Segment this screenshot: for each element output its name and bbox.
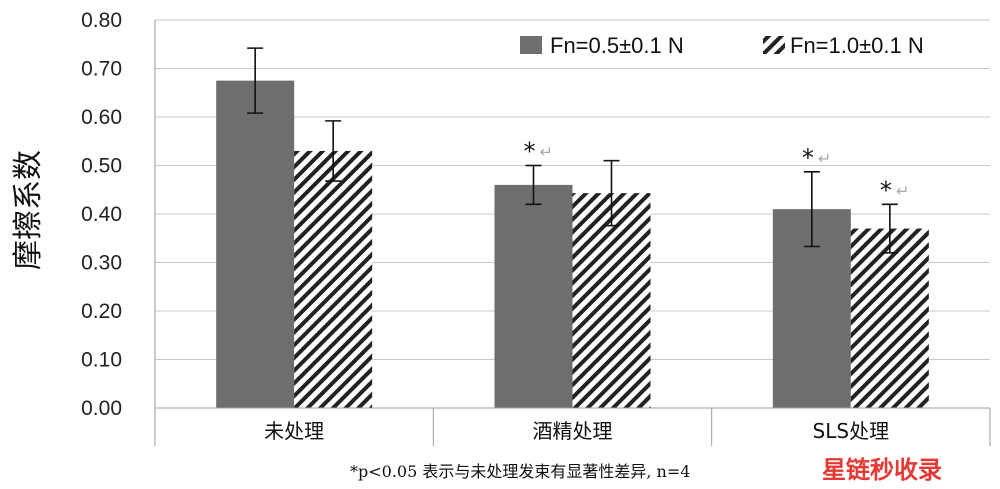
legend-swatch-series-2: [763, 36, 785, 54]
bars: [216, 80, 929, 408]
watermark-text: 星链秒收录: [822, 456, 942, 484]
significance-note: *p<0.05 表示与未处理发束有显著性差异, n=4: [350, 462, 690, 481]
return-glyph: ↵: [818, 149, 831, 168]
y-tick-label: 0.80: [81, 9, 122, 32]
significance-star: *: [524, 138, 536, 166]
error-bars: [247, 47, 898, 254]
axes: [154, 20, 991, 446]
x-category-label: SLS处理: [813, 419, 890, 443]
bar: [216, 80, 295, 408]
y-tick-label: 0.60: [81, 106, 122, 129]
legend: Fn=0.5±0.1 N Fn=1.0±0.1 N: [520, 33, 924, 58]
y-tick-label: 0.40: [81, 203, 122, 226]
y-tick-label: 0.00: [81, 397, 122, 420]
watermark: 星链秒收录: [800, 450, 1000, 489]
significance-marks: * ↵ * ↵* ↵: [524, 138, 910, 205]
return-glyph: ↵: [896, 181, 909, 200]
y-tick-label: 0.10: [81, 349, 122, 372]
bar: [494, 184, 573, 408]
y-tick-label: 0.20: [81, 300, 122, 323]
legend-label-series-1: Fn=0.5±0.1 N: [550, 33, 684, 58]
bar: [294, 150, 373, 408]
bar: [850, 228, 929, 408]
legend-label-series-2: Fn=1.0±0.1 N: [790, 33, 924, 58]
significance-star: *: [880, 176, 892, 204]
y-tick-labels: 0.00 0.10 0.20 0.30 0.40 0.50 0.60 0.70 0.80: [81, 9, 122, 420]
y-tick-label: 0.30: [81, 252, 122, 275]
bar: [572, 193, 651, 408]
legend-swatch-series-1: [520, 36, 542, 54]
x-category-label: 未处理: [264, 419, 324, 443]
x-category-label: 酒精处理: [533, 419, 613, 443]
x-category-labels: 未处理 酒精处理 SLS处理: [264, 419, 889, 443]
significance-star: *: [802, 144, 814, 172]
y-tick-label: 0.70: [81, 58, 122, 81]
y-tick-label: 0.50: [81, 155, 122, 178]
y-axis-label: 摩擦系数: [11, 150, 46, 270]
return-glyph: ↵: [540, 143, 553, 162]
